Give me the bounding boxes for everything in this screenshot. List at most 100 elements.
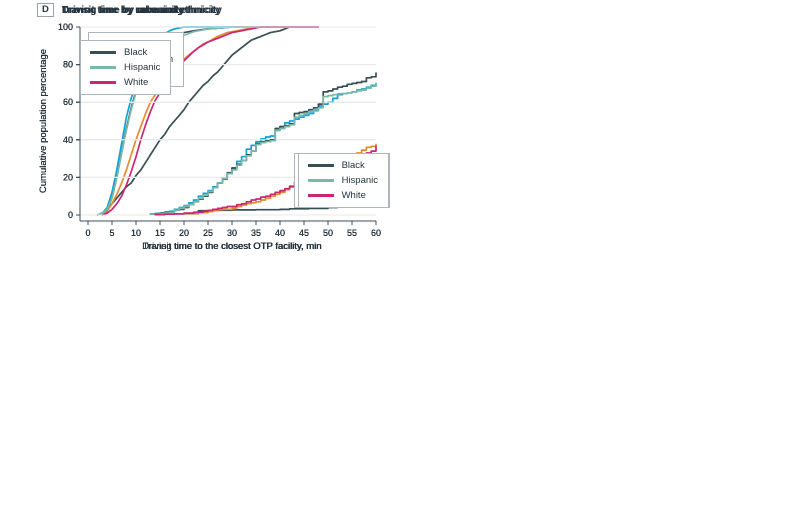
x-tick-label: 35 — [251, 228, 261, 238]
x-tick-label: 5 — [109, 228, 114, 238]
x-tick-label: 45 — [299, 228, 309, 238]
x-tick-label: 50 — [323, 228, 333, 238]
y-tick-label: 40 — [63, 135, 73, 145]
x-tick-label: 45 — [299, 228, 309, 238]
x-tick-label: 5 — [109, 228, 114, 238]
legend-item: White — [307, 190, 378, 201]
legend-swatch — [90, 51, 116, 54]
x-tick-label: 0 — [85, 228, 90, 238]
x-tick-label: 15 — [155, 228, 165, 238]
y-tick-label: 60 — [63, 97, 73, 107]
x-tick-label: 0 — [85, 228, 90, 238]
legend-item: Black — [307, 160, 378, 171]
x-tick-label: 20 — [179, 228, 189, 238]
x-tick-label: 50 — [323, 228, 333, 238]
y-tick-label: 100 — [58, 22, 73, 32]
x-tick-label: 20 — [179, 228, 189, 238]
x-tick-label: 10 — [131, 228, 141, 238]
y-tick-label: 20 — [63, 172, 73, 182]
legend-item: Hispanic — [307, 175, 378, 186]
x-tick-label: 50 — [323, 228, 333, 238]
x-tick-label: 60 — [371, 228, 381, 238]
y-tick-label: 20 — [63, 172, 73, 182]
x-tick-label: 25 — [203, 228, 213, 238]
panel-letter-badge: D — [37, 3, 54, 17]
x-tick-label: 5 — [109, 228, 114, 238]
legend-item-label: Hispanic — [124, 62, 161, 73]
y-tick-label: 20 — [63, 172, 73, 182]
x-tick-label: 55 — [347, 228, 357, 238]
y-tick-label: 80 — [63, 60, 73, 70]
y-tick-label: 20 — [63, 172, 73, 182]
y-tick-label: 40 — [63, 135, 73, 145]
y-tick-label: 80 — [63, 60, 73, 70]
legend: Black Hispanic White — [297, 153, 389, 208]
legend-item: Hispanic — [90, 62, 160, 73]
series-hispanic — [149, 82, 377, 215]
x-tick-label: 15 — [155, 228, 165, 238]
legend-swatch — [307, 194, 334, 197]
x-tick-label: 10 — [131, 228, 141, 238]
series-rural — [96, 26, 320, 216]
y-tick-label: 0 — [68, 210, 73, 220]
series-urban — [149, 82, 377, 215]
x-tick-label: 35 — [251, 228, 261, 238]
legend-item-label: Black — [124, 47, 148, 58]
chart-transit-race: 0 20 40 60 80 100 0 5 10 15 20 25 30 35 40 45 50 55 60 Cumu… — [38, 22, 381, 238]
x-tick-label: 15 — [155, 228, 165, 238]
x-axis-label: Driving time to the closest OTP facility… — [142, 241, 322, 252]
x-tick-label: 25 — [203, 228, 213, 238]
y-tick-label: 100 — [58, 22, 73, 32]
legend-item-label: Black — [341, 160, 365, 171]
legend-item-label: Hispanic — [341, 175, 378, 186]
y-tick-label: 40 — [63, 135, 73, 145]
x-axis-label: Transit time to the closest OTP facility… — [142, 241, 322, 252]
panel-header: D Transit time by race and ethnicity — [37, 3, 220, 17]
y-tick-label: 0 — [68, 210, 73, 220]
y-tick-label: 40 — [63, 135, 73, 145]
x-tick-label: 60 — [371, 228, 381, 238]
x-tick-label: 25 — [203, 228, 213, 238]
y-tick-label: 60 — [63, 97, 73, 107]
x-tick-label: 5 — [109, 228, 114, 238]
x-tick-label: 40 — [275, 228, 285, 238]
y-tick-label: 60 — [63, 97, 73, 107]
x-tick-label: 25 — [203, 228, 213, 238]
y-axis-label: Cumulative population percentage — [38, 49, 49, 193]
y-axis-label: Cumulative population percentage — [38, 49, 49, 193]
x-tick-label: 60 — [371, 228, 381, 238]
x-tick-label: 0 — [85, 228, 90, 238]
legend-swatch — [307, 179, 334, 182]
legend-item: Black — [90, 47, 160, 58]
x-tick-label: 35 — [251, 228, 261, 238]
x-tick-label: 40 — [275, 228, 285, 238]
panel-title: Transit time by race and ethnicity — [61, 4, 221, 16]
y-tick-label: 60 — [63, 97, 73, 107]
legend-item: White — [90, 77, 160, 88]
y-axis-label: Cumulative population percentage — [38, 49, 49, 193]
x-tick-label: 0 — [85, 228, 90, 238]
x-tick-label: 60 — [371, 228, 381, 238]
panel-title: Transit time by urbanicity — [61, 4, 184, 16]
x-tick-label: 50 — [323, 228, 333, 238]
panel-title: Driving time by urbanicity — [61, 4, 185, 16]
x-tick-label: 45 — [299, 228, 309, 238]
y-tick-label: 0 — [68, 210, 73, 220]
legend-swatch — [90, 81, 116, 84]
legend-swatch — [90, 66, 116, 69]
x-tick-label: 55 — [347, 228, 357, 238]
x-axis-label: Transit time to the closest OTP facility… — [142, 241, 322, 252]
x-tick-label: 10 — [131, 228, 141, 238]
x-tick-label: 30 — [227, 228, 237, 238]
x-tick-label: 30 — [227, 228, 237, 238]
x-tick-label: 10 — [131, 228, 141, 238]
x-tick-label: 30 — [227, 228, 237, 238]
y-tick-label: 0 — [68, 210, 73, 220]
legend-swatch — [307, 164, 334, 167]
y-tick-label: 100 — [58, 22, 73, 32]
x-tick-label: 15 — [155, 228, 165, 238]
x-tick-label: 20 — [179, 228, 189, 238]
legend: Black Hispanic White — [80, 40, 172, 95]
x-tick-label: 55 — [347, 228, 357, 238]
